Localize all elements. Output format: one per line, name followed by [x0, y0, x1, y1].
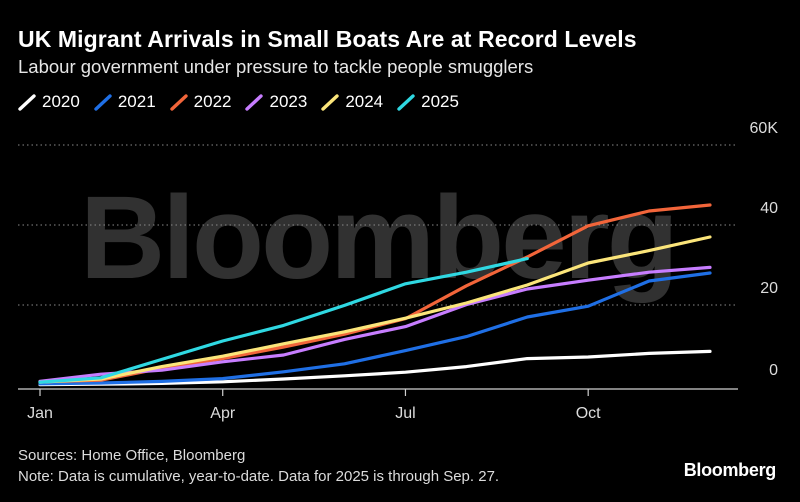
legend-item-2021: 2021: [94, 92, 156, 112]
legend-label: 2020: [42, 92, 80, 111]
series-line-2025: [38, 257, 529, 384]
legend-label: 2022: [193, 92, 232, 111]
series-line-2020: [38, 349, 712, 387]
x-tick-label: Apr: [210, 405, 236, 422]
bloomberg-logo: Bloomberg: [683, 460, 777, 480]
data-note: Note: Data is cumulative, year-to-date. …: [18, 468, 500, 485]
series-line-2024: [38, 235, 712, 384]
legend-label: 2021: [117, 92, 156, 111]
x-tick-label: Jul: [395, 405, 415, 422]
legend-item-2020: 2020: [18, 92, 80, 112]
x-tick-label: Oct: [576, 405, 601, 422]
y-tick-label: 0: [769, 362, 778, 379]
legend-label: 2023: [269, 92, 308, 111]
legend: 2020 2021 2022 2023 2024 2025: [18, 92, 459, 112]
legend-swatch-icon: [245, 93, 264, 111]
series-line-2023: [38, 265, 712, 383]
legend-item-2024: 2024: [321, 92, 383, 112]
footer: Sources: Home Office, Bloomberg Note: Da…: [18, 445, 499, 487]
y-tick-label: 20: [760, 280, 778, 297]
legend-item-2025: 2025: [397, 92, 459, 112]
chart-title: UK Migrant Arrivals in Small Boats Are a…: [18, 26, 637, 52]
legend-swatch-icon: [169, 93, 188, 111]
sources-note: Sources: Home Office, Bloomberg: [18, 447, 246, 464]
legend-label: 2025: [421, 92, 459, 111]
legend-label: 2024: [345, 92, 384, 111]
legend-item-2023: 2023: [245, 92, 307, 112]
legend-swatch-icon: [321, 93, 340, 111]
legend-item-2022: 2022: [169, 92, 232, 112]
y-tick-label: 60K: [750, 120, 779, 137]
series-line-2021: [38, 271, 712, 386]
legend-swatch-icon: [18, 93, 36, 111]
legend-swatch-icon: [94, 93, 112, 111]
chart-subtitle: Labour government under pressure to tack…: [18, 56, 534, 77]
legend-swatch-icon: [397, 93, 415, 111]
x-tick-label: Jan: [27, 405, 53, 422]
y-tick-label: 40: [760, 200, 778, 217]
